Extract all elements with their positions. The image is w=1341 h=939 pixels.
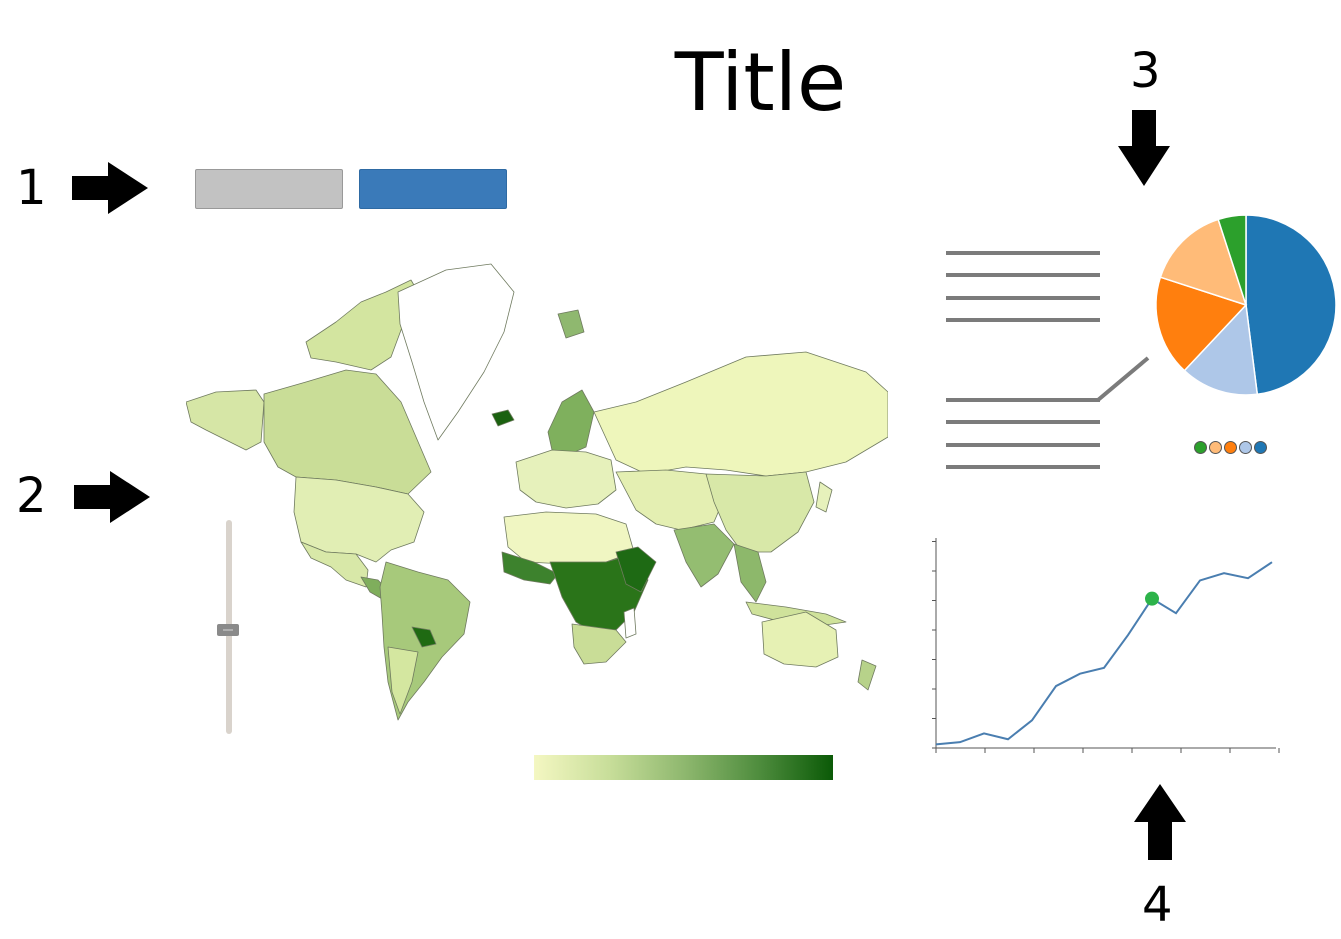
map-region-australia [761, 611, 839, 668]
pie-legend [1194, 441, 1267, 454]
arrow-right-icon [72, 162, 150, 214]
pie-chart[interactable] [1150, 209, 1341, 405]
arrow-right-icon [74, 471, 152, 523]
world-choropleth-map[interactable] [185, 262, 889, 728]
callout-number-4: 4 [1142, 877, 1173, 933]
legend-dot[interactable] [1194, 441, 1207, 454]
callout-number-2: 2 [16, 468, 47, 524]
toggle-button-inactive[interactable] [195, 169, 343, 209]
map-region-paraguay [411, 626, 437, 648]
map-region-north-africa [503, 511, 635, 565]
map-region-china [705, 471, 815, 553]
map-region-canada [263, 369, 432, 495]
map-region-japan [815, 481, 833, 513]
line-chart[interactable] [928, 536, 1282, 762]
map-region-central-asia [615, 469, 727, 531]
pie-slice[interactable] [1183, 303, 1259, 396]
page-title: Title [0, 38, 1341, 128]
legend-dot[interactable] [1254, 441, 1267, 454]
map-region-iceland [491, 409, 515, 427]
text-placeholder-line [946, 318, 1100, 322]
text-placeholder-line [946, 465, 1100, 469]
map-region-scandinavia [547, 389, 595, 455]
map-region-alaska [185, 389, 265, 451]
legend-dot[interactable] [1239, 441, 1252, 454]
highlight-point[interactable] [1145, 591, 1159, 606]
pie-slice[interactable] [1217, 214, 1247, 306]
callout-number-1: 1 [16, 160, 47, 216]
pie-connector-line [1096, 356, 1152, 406]
map-region-mexico [300, 541, 369, 588]
text-placeholder-line [946, 398, 1100, 402]
legend-dot[interactable] [1209, 441, 1222, 454]
text-placeholder-line [946, 443, 1100, 447]
callout-number-3: 3 [1130, 43, 1161, 99]
series-line [935, 561, 1273, 746]
map-region-india [673, 523, 735, 588]
map-region-east-africa [615, 546, 657, 593]
map-region-southern-africa [571, 623, 627, 665]
map-color-scale [534, 755, 833, 780]
map-region-new-zealand [857, 659, 877, 691]
map-region-europe [515, 449, 617, 509]
pie-slice[interactable] [1155, 276, 1248, 372]
map-region-greenland [397, 263, 515, 441]
map-region-se-asia [733, 543, 767, 603]
map-region-madagascar [623, 607, 637, 639]
toggle-button-active[interactable] [359, 169, 507, 209]
arrow-down-icon [1118, 110, 1170, 188]
text-placeholder-line [946, 296, 1100, 300]
map-region-west-africa [501, 551, 559, 585]
text-placeholder-line [946, 251, 1100, 255]
pie-slice[interactable] [1245, 214, 1337, 396]
map-region-russia [593, 351, 889, 477]
map-region-argentina [387, 646, 419, 715]
text-placeholder-line [946, 420, 1100, 424]
arrow-up-icon [1134, 784, 1186, 862]
map-region-svalbard [557, 309, 585, 339]
legend-dot[interactable] [1224, 441, 1237, 454]
text-placeholder-line [946, 273, 1100, 277]
page-title-text: Title [674, 36, 847, 129]
year-slider-handle[interactable] [217, 624, 239, 636]
